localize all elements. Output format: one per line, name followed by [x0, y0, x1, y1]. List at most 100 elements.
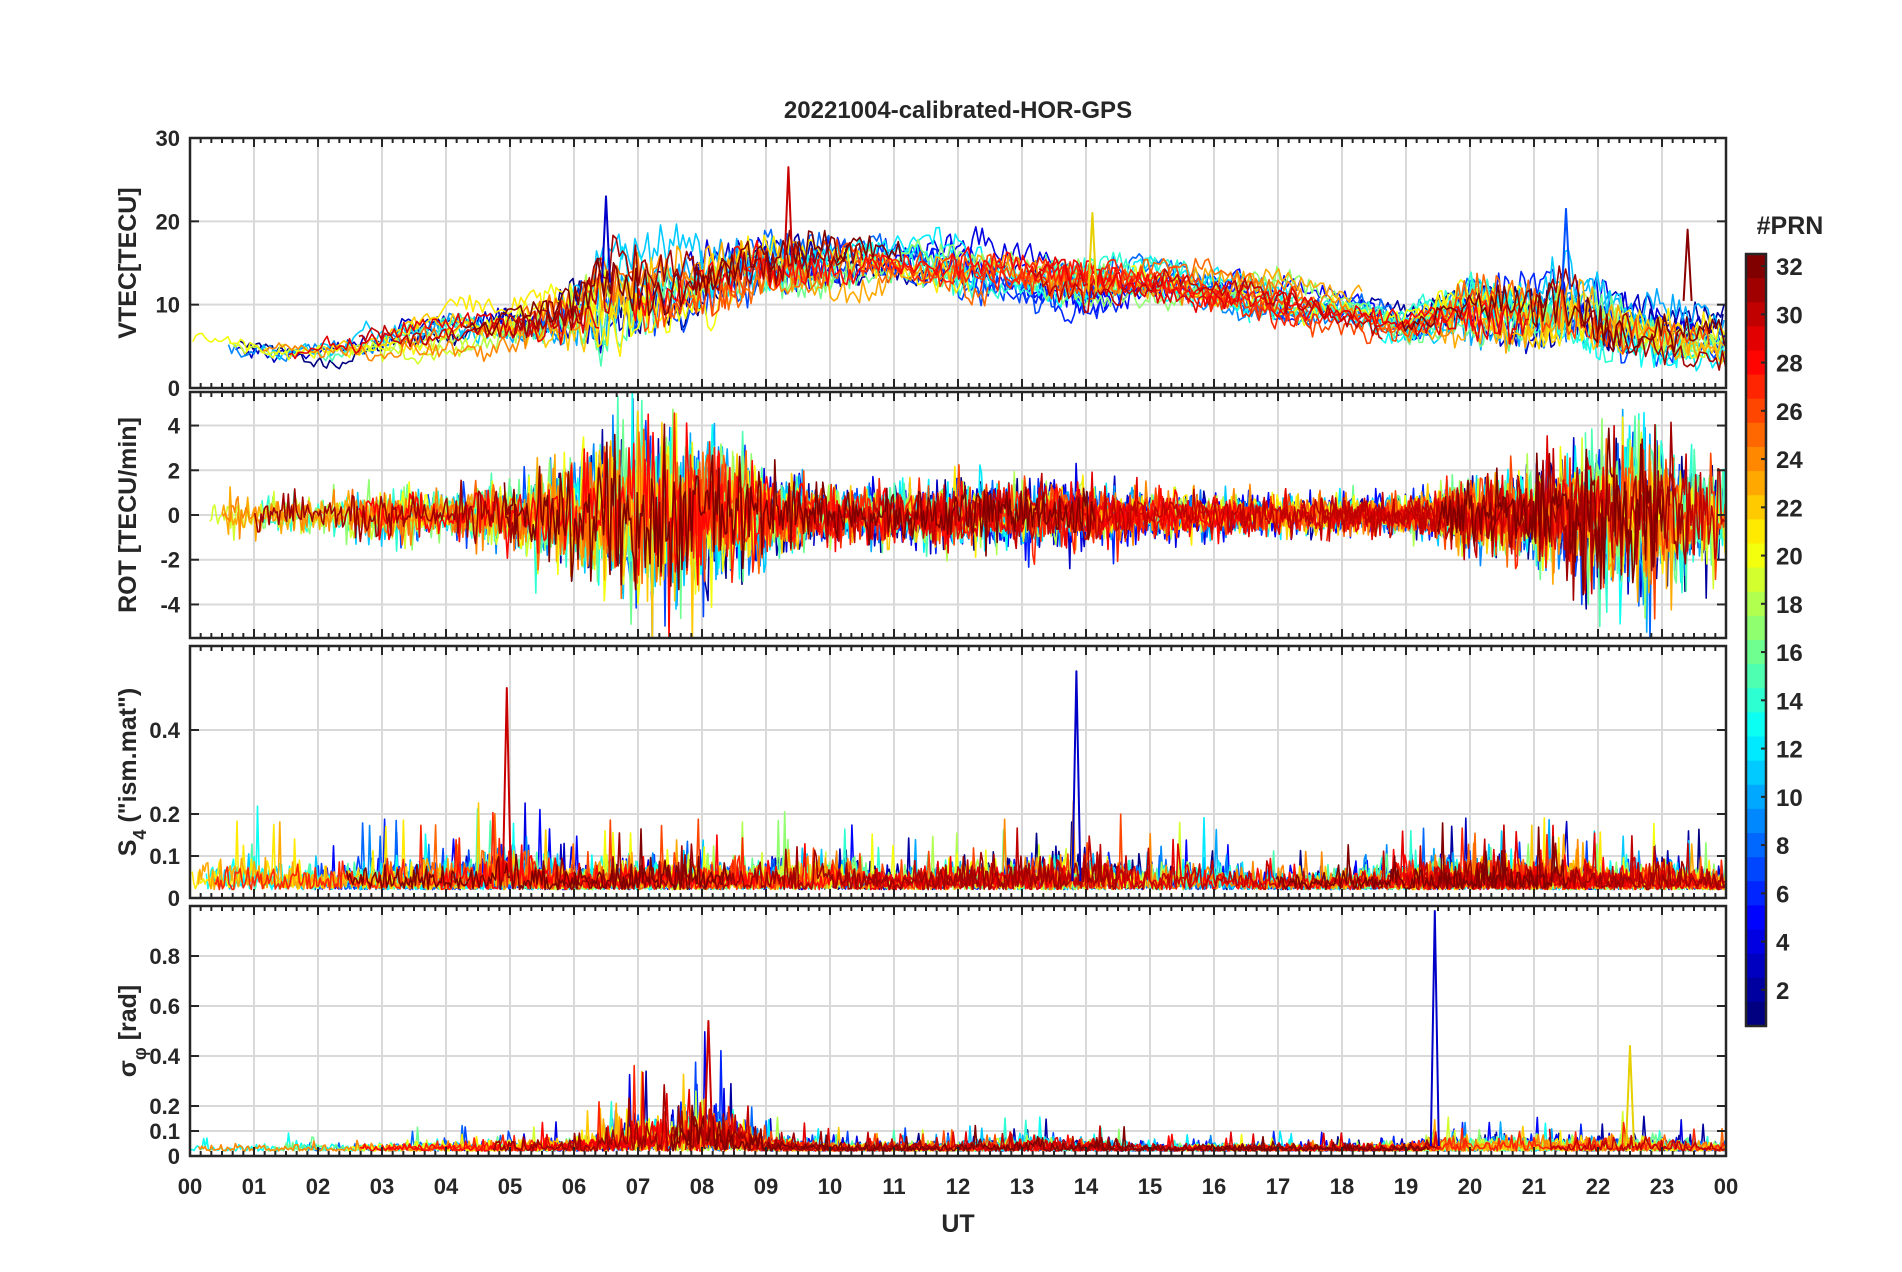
x-tick-label: 05 — [498, 1174, 522, 1199]
y-axis-label-main: σ — [114, 1060, 142, 1077]
x-tick-label: 16 — [1202, 1174, 1226, 1199]
series-prn-25 — [348, 428, 816, 599]
series-prn-28 — [1267, 291, 1503, 335]
colorbar-band — [1746, 760, 1766, 786]
y-tick-label: 4 — [168, 414, 181, 439]
y-axis-label-rest: ("ism.mat") — [114, 688, 142, 830]
series-prn-30 — [1548, 1128, 1726, 1152]
x-tick-label: 23 — [1650, 1174, 1674, 1199]
colorbar-frame — [1744, 252, 1768, 1028]
colorbar-tick-label: 20 — [1776, 544, 1803, 571]
x-tick-label: 08 — [690, 1174, 714, 1199]
series-group — [209, 392, 1726, 638]
y-ticks — [190, 729, 1726, 899]
colorbar-tick-label: 14 — [1776, 688, 1803, 715]
y-axis-label: VTEC[TECU] — [114, 187, 142, 338]
colorbar-band — [1746, 254, 1766, 279]
series-prn-27 — [672, 412, 1317, 584]
series-prn-27 — [860, 252, 1280, 311]
y-axis-label-rest: [rad] — [114, 985, 142, 1048]
y-axis-label-main: S — [114, 840, 142, 857]
y-tick-label: 0 — [168, 376, 180, 401]
panel-4: 00.10.2 0.4 0.6 0.8 σφ [rad] — [114, 904, 1728, 1169]
x-tick-label: 03 — [370, 1174, 394, 1199]
series-group — [191, 166, 1726, 372]
colorbar-tick-label: 32 — [1776, 254, 1803, 281]
x-axis-label: UT — [941, 1210, 974, 1238]
y-tick-label: -2 — [160, 548, 180, 573]
series-prn-21 — [382, 234, 970, 358]
colorbar-tick-label: 6 — [1776, 881, 1789, 908]
x-tick-label: 09 — [754, 1174, 778, 1199]
series-prn-31 — [509, 234, 864, 339]
y-tick-label: 20 — [156, 209, 180, 234]
colorbar-band — [1746, 495, 1766, 520]
colorbar-band — [1746, 881, 1766, 906]
colorbar-tick-label: 22 — [1776, 495, 1803, 522]
series-prn-16 — [1380, 285, 1725, 353]
x-minor-ticks — [189, 138, 1727, 388]
x-minor-ticks — [189, 392, 1727, 638]
x-tick-label: 01 — [242, 1174, 266, 1199]
colorbar-tick-label: 4 — [1776, 930, 1790, 957]
x-tick-label: 18 — [1330, 1174, 1354, 1199]
peak-mark — [1429, 910, 1440, 1147]
series-prn-32 — [1436, 427, 1664, 596]
colorbar-tick-label: 8 — [1776, 833, 1789, 860]
series-prn-32 — [670, 1104, 1279, 1152]
series-prn-32 — [1275, 822, 1569, 890]
y-tick-label: 0.4 — [149, 1044, 180, 1069]
series-prn-32 — [503, 423, 1096, 591]
series-prn-31 — [253, 479, 520, 547]
colorbar-band — [1746, 977, 1766, 1003]
peak-mark — [1071, 670, 1082, 882]
x-tick-label: 11 — [882, 1174, 905, 1199]
panel-1: 0 10 20 30 VTEC[TECU] — [114, 126, 1728, 401]
colorbar-band — [1746, 664, 1766, 689]
x-tick-label: 00 — [178, 1174, 202, 1199]
y-tick-label: 0.2 — [149, 1094, 180, 1119]
x-tick-label: 21 — [1522, 1174, 1546, 1199]
colorbar-band — [1746, 543, 1766, 569]
colorbar-band — [1746, 374, 1766, 400]
colorbar-band — [1746, 1001, 1766, 1027]
x-tick-label: 17 — [1266, 1174, 1290, 1199]
y-axis-label: S4 ("ism.mat") — [114, 688, 150, 857]
peak-mark — [783, 166, 794, 267]
x-tick-label: 04 — [434, 1174, 459, 1199]
series-prn-30 — [1029, 268, 1383, 340]
x-tick-label: 12 — [946, 1174, 970, 1199]
series-prn-31 — [1532, 265, 1726, 371]
series-prn-26 — [1209, 282, 1711, 355]
series-prn-32 — [1209, 1135, 1430, 1152]
colorbar-band — [1746, 688, 1766, 713]
peak-mark — [1625, 1045, 1635, 1147]
colorbar-band — [1746, 398, 1766, 424]
y-tick-label: 0.4 — [149, 718, 180, 743]
colorbar-band — [1746, 326, 1766, 352]
colorbar-tick-label: 10 — [1776, 785, 1803, 812]
y-ticks — [190, 137, 1726, 389]
colorbar-tick-label: 2 — [1776, 978, 1789, 1005]
colorbar-band — [1746, 615, 1766, 641]
y-axis-label: σφ [rad] — [114, 985, 150, 1078]
colorbar-band — [1746, 422, 1766, 448]
chart-title: 20221004-calibrated-HOR-GPS — [784, 97, 1132, 124]
y-tick-label: 30 — [156, 126, 180, 151]
y-tick-label: 10 — [156, 293, 180, 318]
series-prn-32 — [345, 828, 730, 891]
colorbar-tick-label: 18 — [1776, 592, 1803, 619]
panel-3: 00.10.20.4S4 ("ism.mat") — [114, 644, 1728, 911]
series-prn-22 — [333, 257, 656, 353]
y-ticks — [190, 955, 1726, 1157]
peak-mark — [1087, 212, 1098, 292]
colorbar-band — [1746, 712, 1766, 738]
x-tick-label: 19 — [1394, 1174, 1418, 1199]
x-tick-label: 02 — [306, 1174, 330, 1199]
peak-mark — [703, 1020, 714, 1147]
series-prn-28 — [631, 239, 1229, 322]
colorbar-tick-label: 30 — [1776, 302, 1803, 329]
y-tick-label: 0.2 — [149, 802, 180, 827]
colorbar-tick-label: 12 — [1776, 737, 1803, 764]
x-tick-label: 07 — [626, 1174, 650, 1199]
